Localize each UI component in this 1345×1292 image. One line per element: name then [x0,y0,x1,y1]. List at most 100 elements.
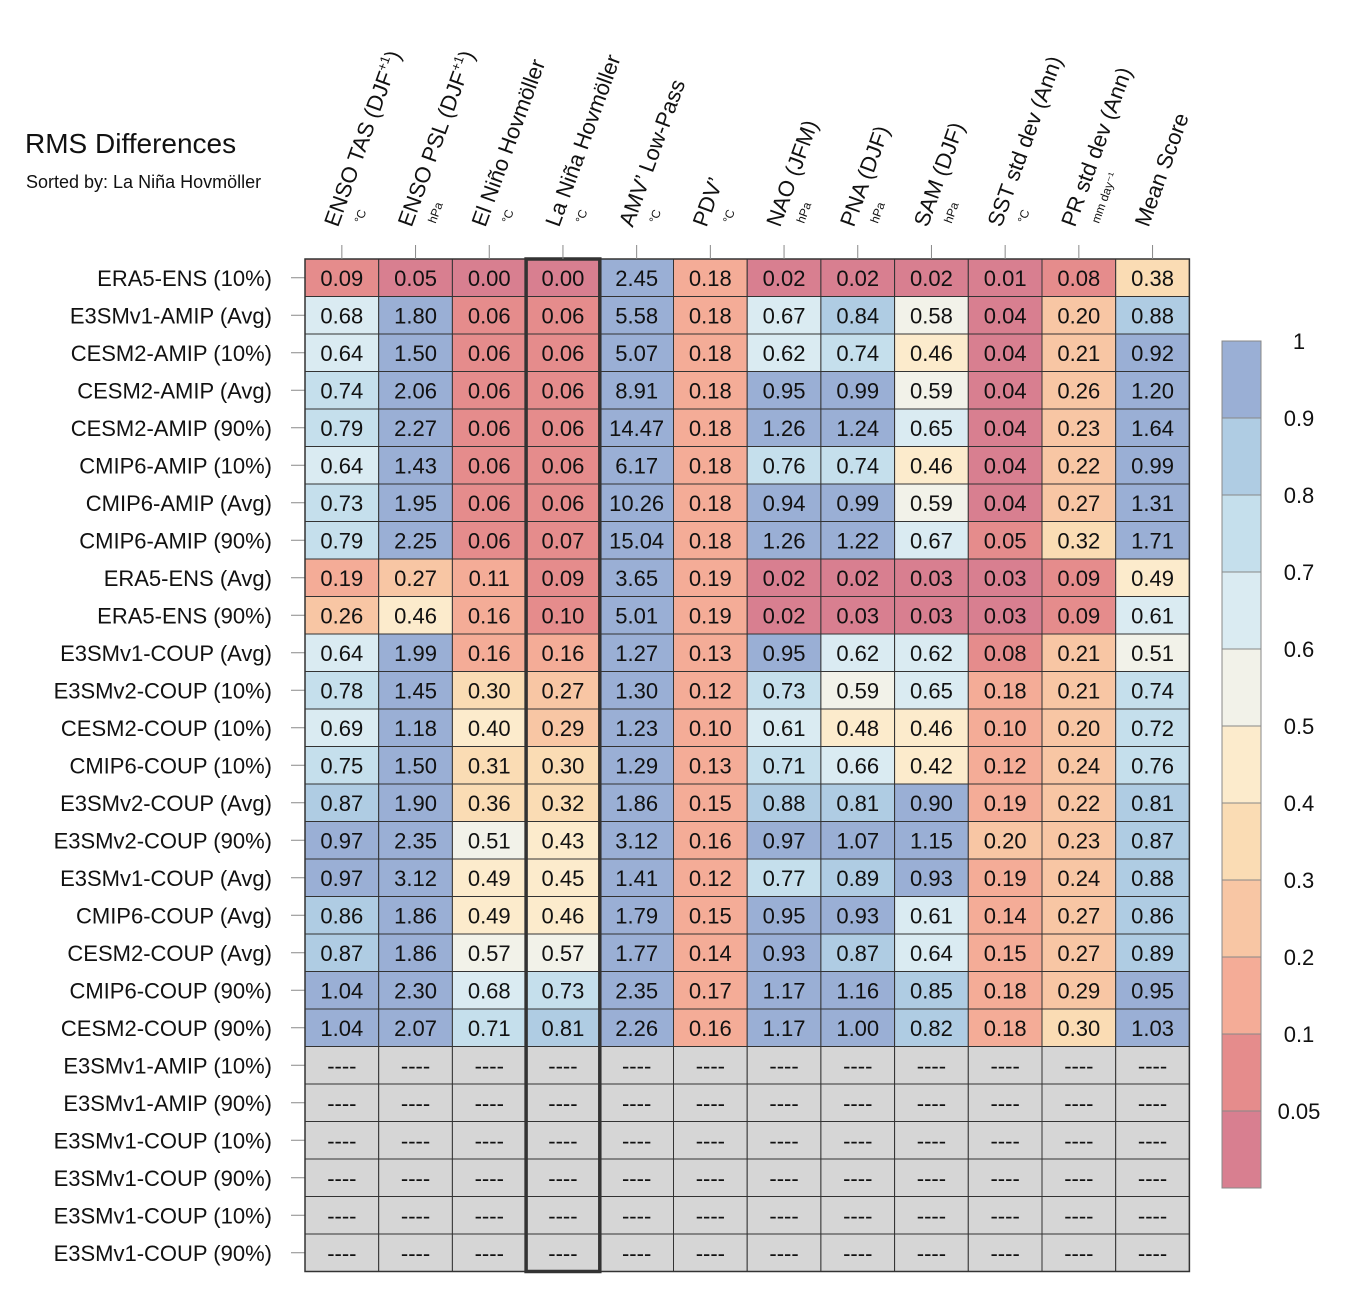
cell-value-label: ---- [548,1166,577,1191]
cell-value-label: ---- [622,1241,651,1266]
cell-value-label: 0.51 [1131,641,1174,666]
cell-value-label: 0.18 [984,1016,1027,1041]
cell-value-label: 0.86 [320,903,363,928]
cell-value-label: 0.30 [1057,1016,1100,1041]
heatmap-cell [746,971,822,1010]
cell-value-label: 0.62 [763,341,806,366]
cell-value-label: ---- [548,1241,577,1266]
heatmap-cell [673,633,748,672]
row-label: CESM2-COUP (Avg) [67,941,272,966]
cell-value-label: 0.07 [542,528,585,553]
cell-value-label: 0.18 [689,528,732,553]
heatmap-cell [304,596,380,635]
heatmap-cell [746,633,822,672]
cell-value-label: 0.02 [836,566,879,591]
cell-value-label: 0.19 [689,566,732,591]
cell-value-label: 0.06 [542,416,585,441]
cell-value-label: 0.04 [984,303,1027,328]
heatmap-cell [378,558,453,597]
cell-value-label: 0.23 [1057,828,1100,853]
heatmap-cell [820,1158,896,1197]
cell-value-label: 0.40 [468,716,511,741]
heatmap-cell [1041,596,1117,635]
cell-value-label: ---- [696,1241,725,1266]
cell-value-label: 0.20 [1057,303,1100,328]
row-label: E3SMv1-AMIP (90%) [63,1091,272,1116]
heatmap-cell [1041,408,1117,447]
heatmap-cell [673,333,748,372]
cell-value-label: 1.99 [394,641,437,666]
cell-value-label: ---- [696,1128,725,1153]
cell-value-label: 0.29 [542,716,585,741]
cell-value-label: 0.89 [836,866,879,891]
cell-value-label: 0.92 [1131,341,1174,366]
cell-value-label: ---- [1138,1128,1167,1153]
cell-value-label: 1.31 [1131,491,1174,516]
cell-value-label: ---- [622,1091,651,1116]
heatmap-cell [967,746,1043,785]
cell-value-label: 0.95 [763,641,806,666]
cell-value-label: 0.21 [1057,678,1100,703]
cell-value-label: 0.02 [763,603,806,628]
colorbar-label: 0.3 [1284,868,1315,893]
cell-value-label: 0.18 [689,378,732,403]
cell-value-label: 0.27 [1057,941,1100,966]
cell-value-label: 0.76 [1131,753,1174,778]
cell-value-label: ---- [475,1203,504,1228]
cell-value-label: 1.80 [394,303,437,328]
cell-value-label: 3.12 [615,828,658,853]
cell-value-label: 0.57 [542,941,585,966]
cell-value-label: 1.04 [320,1016,363,1041]
heatmap-cell [451,371,527,410]
heatmap-cell [673,1158,748,1197]
cell-value-label: 0.14 [689,941,732,966]
cell-value-label: 0.72 [1131,716,1174,741]
cell-value-label: ---- [327,1128,356,1153]
cell-value-label: 0.46 [910,453,953,478]
cell-value-label: 0.49 [1131,566,1174,591]
cell-value-label: 0.02 [763,566,806,591]
cell-value-label: 0.16 [542,641,585,666]
column-label: La Niña Hovmöller [540,51,625,230]
heatmap-cell [378,708,453,747]
cell-value-label: 6.17 [615,453,658,478]
cell-value-label: 0.64 [320,453,363,478]
heatmap-cell [673,1008,748,1047]
heatmap-cell [820,633,896,672]
column-label: PNA (DJF) [835,122,894,229]
cell-value-label: 0.97 [320,866,363,891]
cell-value-label: 0.65 [910,678,953,703]
row-label: E3SMv2-COUP (Avg) [60,791,272,816]
column-unit-label: hPa [867,200,888,225]
heatmap-cell [1115,896,1190,935]
heatmap-cell [820,1233,896,1272]
cell-value-label: 1.41 [615,866,658,891]
cell-value-label: ---- [401,1241,430,1266]
cell-value-label: 14.47 [609,416,664,441]
cell-value-label: 0.87 [1131,828,1174,853]
heatmap-cell [599,1083,674,1122]
colorbar-label: 0.1 [1284,1022,1315,1047]
heatmap-cell [820,521,896,560]
cell-value-label: 0.06 [468,378,511,403]
cell-value-label: ---- [475,1053,504,1078]
row-label: E3SMv1-AMIP (10%) [63,1053,272,1078]
colorbar-label: 0.9 [1284,406,1315,431]
cell-value-label: 0.46 [910,341,953,366]
cell-value-label: 1.86 [394,941,437,966]
heatmap-cell [525,1121,601,1160]
cell-value-label: ---- [401,1053,430,1078]
column-unit-label: hPa [425,200,446,225]
cell-value-label: ---- [401,1128,430,1153]
heatmap-cell [673,371,748,410]
cell-value-label: 0.64 [910,941,953,966]
cell-value-label: 0.21 [1057,341,1100,366]
row-label: E3SMv1-COUP (10%) [54,1128,272,1153]
cell-value-label: 0.59 [910,378,953,403]
heatmap-cell [304,708,380,747]
cell-value-label: ---- [843,1128,872,1153]
grid-border [304,258,1191,1273]
cell-value-label: 1.20 [1131,378,1174,403]
heatmap-cell [304,296,380,335]
